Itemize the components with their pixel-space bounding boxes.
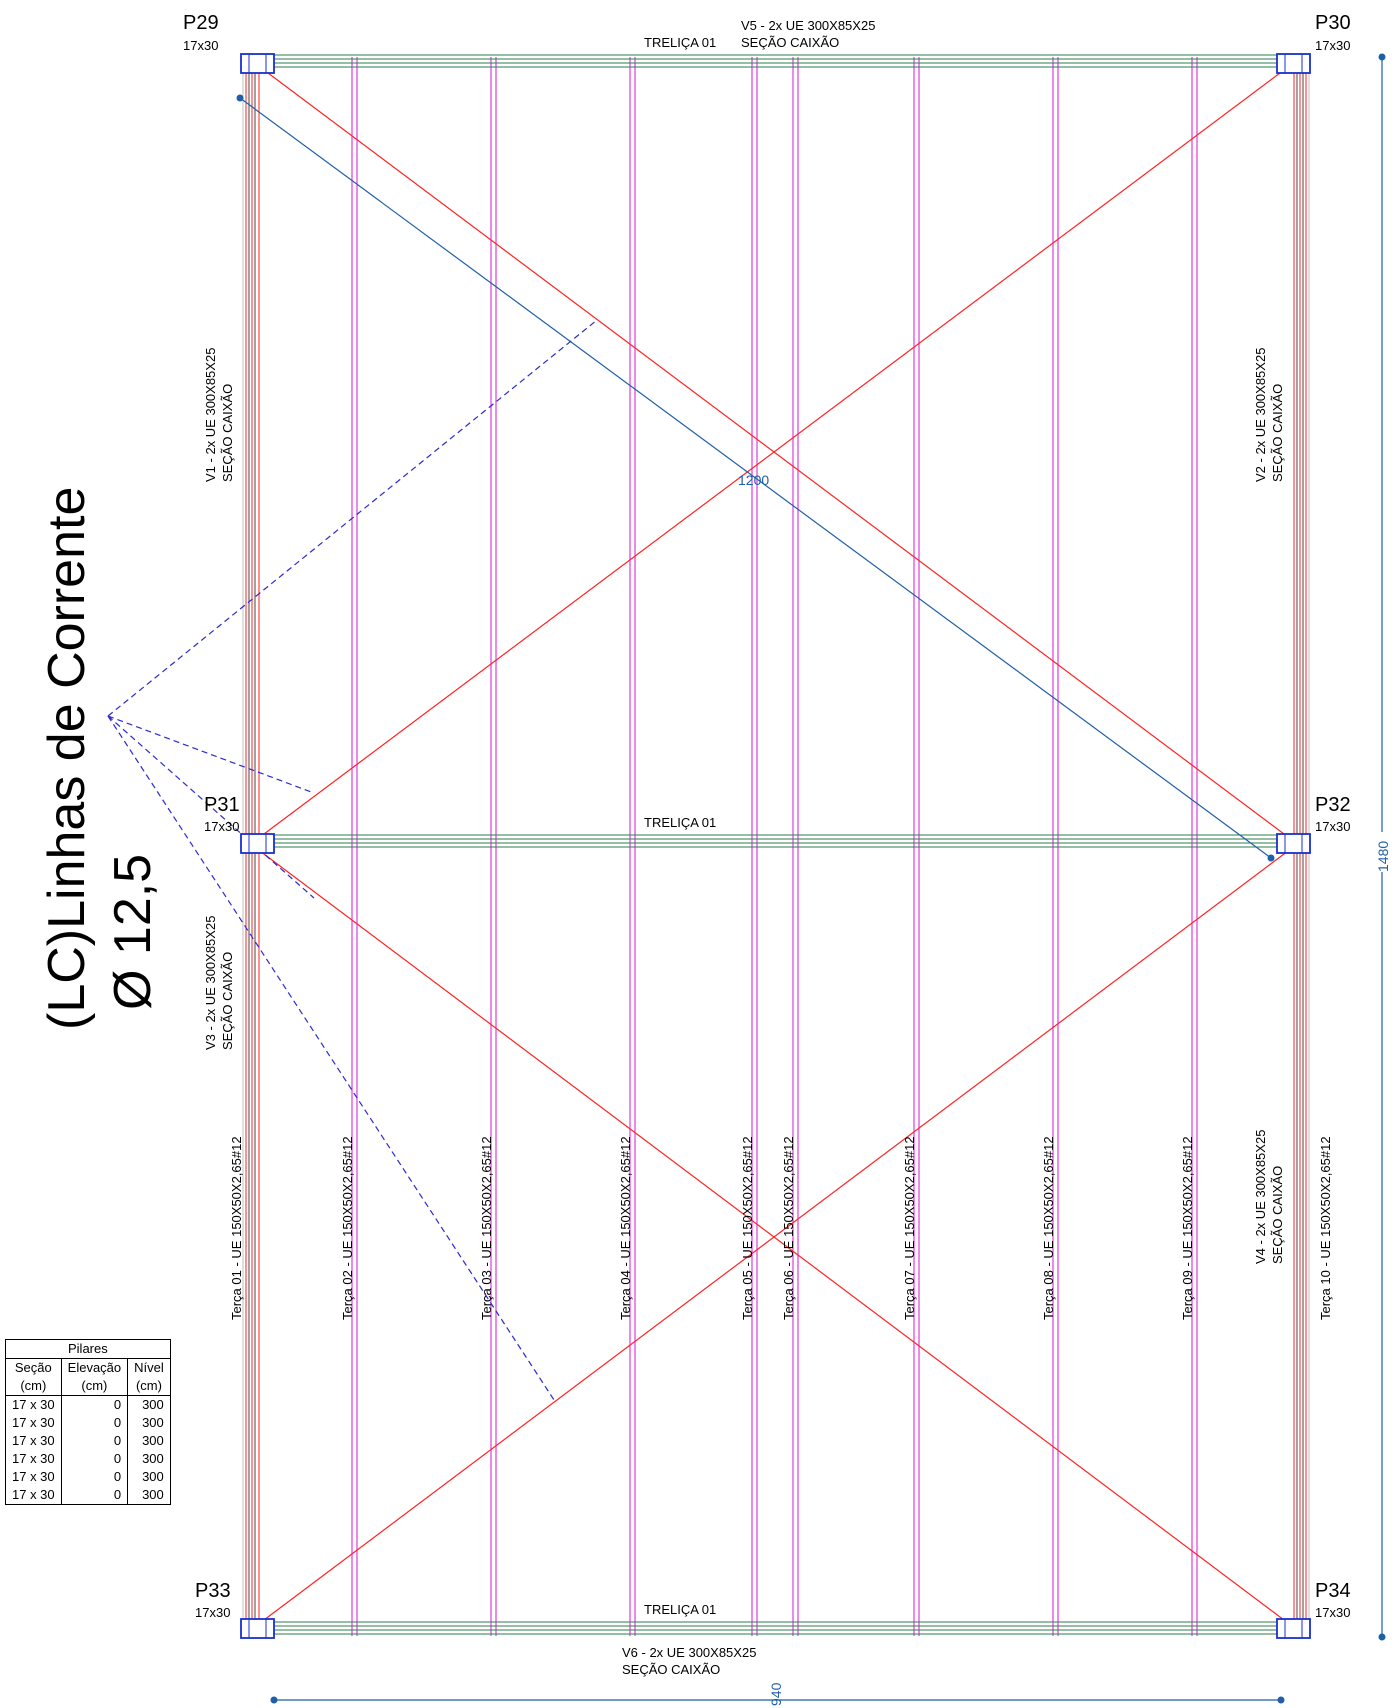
pillar-size-p31: 17x30 — [204, 819, 239, 834]
width-dimension-value: 940 — [768, 1682, 784, 1706]
truss-top-label: TRELIÇA 01 — [644, 35, 716, 50]
callout-subtitle: Ø 12,5 — [104, 854, 162, 1010]
table-header-nivel: Nível (cm) — [127, 1358, 171, 1396]
pillar-label-p32: P32 — [1315, 794, 1351, 816]
beam-v3-section: SEÇÃO CAIXÃO — [220, 952, 235, 1050]
callout-title: (LC)Linhas de Corrente — [38, 487, 96, 1030]
beam-v5-section: SEÇÃO CAIXÃO — [741, 35, 839, 50]
pillar-p31 — [240, 833, 275, 854]
beam-v1-label: V1 - 2x UE 300X85X25 — [203, 348, 218, 482]
pillar-size-p32: 17x30 — [1315, 819, 1350, 834]
pillar-size-p33: 17x30 — [195, 1605, 230, 1620]
bottom-truss-beam — [243, 1621, 1309, 1635]
pillar-label-p34: P34 — [1315, 1580, 1351, 1602]
width-dimension: 940 — [270, 1682, 1285, 1706]
beam-v4-label: V4 - 2x UE 300X85X25 — [1253, 1130, 1268, 1264]
beam-v6-section: SEÇÃO CAIXÃO — [622, 1662, 720, 1677]
table-row: 17 x 30 0 300 — [5, 1486, 171, 1505]
beam-v6-label: V6 - 2x UE 300X85X25 — [622, 1645, 756, 1660]
middle-truss-beam — [243, 834, 1309, 848]
beam-v3-label: V3 - 2x UE 300X85X25 — [203, 916, 218, 1050]
table-row: 17 x 30 0 300 — [5, 1414, 171, 1432]
pillar-size-p29: 17x30 — [183, 38, 218, 53]
table-row: 17 x 30 0 300 — [5, 1395, 171, 1414]
table-header-elevacao: Elevação (cm) — [60, 1358, 129, 1396]
purlin-label: Terça 03 - UE 150X50X2,65#12 — [479, 1136, 494, 1320]
truss-bottom-label: TRELIÇA 01 — [644, 1602, 716, 1617]
purlin-labels: Terça 01 - UE 150X50X2,65#12 Terça 02 - … — [229, 1136, 1333, 1320]
table-header-secao: Seção (cm) — [5, 1358, 62, 1396]
purlin-label: Terça 09 - UE 150X50X2,65#12 — [1180, 1136, 1195, 1320]
purlin-label: Terça 01 - UE 150X50X2,65#12 — [229, 1136, 244, 1320]
beam-v1-section: SEÇÃO CAIXÃO — [220, 384, 235, 482]
pillar-p29 — [240, 53, 275, 74]
pillar-label-p29: P29 — [183, 12, 219, 34]
height-dimension-value: 1480 — [1375, 841, 1391, 872]
diagonal-dimension-value: 1200 — [738, 472, 769, 488]
pillars-table-title: Pilares — [5, 1339, 171, 1359]
beam-v4-section: SEÇÃO CAIXÃO — [1270, 1166, 1285, 1264]
pillar-label-p30: P30 — [1315, 12, 1351, 34]
beam-v2-section: SEÇÃO CAIXÃO — [1270, 384, 1285, 482]
pillar-p32 — [1276, 833, 1311, 854]
purlin-label: Terça 05 - UE 150X50X2,65#12 — [740, 1136, 755, 1320]
x-bracing — [255, 63, 1293, 1627]
pillar-p33 — [240, 1618, 275, 1639]
table-row: 17 x 30 0 300 — [5, 1468, 171, 1486]
callout-leaders — [107, 319, 598, 1404]
beam-v2-label: V2 - 2x UE 300X85X25 — [1253, 348, 1268, 482]
purlin-label: Terça 07 - UE 150X50X2,65#12 — [902, 1136, 917, 1320]
purlin-label: Terça 04 - UE 150X50X2,65#12 — [618, 1136, 633, 1320]
height-dimension: 1480 — [1373, 53, 1391, 1641]
purlin-label: Terça 02 - UE 150X50X2,65#12 — [340, 1136, 355, 1320]
pillar-p30 — [1276, 53, 1311, 74]
diagonal-dimension: 1200 — [236, 94, 1275, 862]
pillar-size-p30: 17x30 — [1315, 38, 1350, 53]
purlin-label: Terça 08 - UE 150X50X2,65#12 — [1041, 1136, 1056, 1320]
pillars-table: Pilares Seção (cm) Elevação (cm) Nível (cm)… — [5, 1339, 171, 1505]
truss-mid-label: TRELIÇA 01 — [644, 815, 716, 830]
pillar-label-p33: P33 — [195, 1580, 231, 1602]
purlin-label: Terça 10 - UE 150X50X2,65#12 — [1318, 1136, 1333, 1320]
table-row: 17 x 30 0 300 — [5, 1432, 171, 1450]
pillar-size-p34: 17x30 — [1315, 1605, 1350, 1620]
pillar-p34 — [1276, 1618, 1311, 1639]
purlin-label: Terça 06 - UE 150X50X2,65#12 — [781, 1136, 796, 1320]
beam-v5-label: V5 - 2x UE 300X85X25 — [741, 18, 875, 33]
pillar-label-p31: P31 — [204, 794, 240, 816]
table-row: 17 x 30 0 300 — [5, 1450, 171, 1468]
top-truss-beam — [243, 54, 1309, 68]
